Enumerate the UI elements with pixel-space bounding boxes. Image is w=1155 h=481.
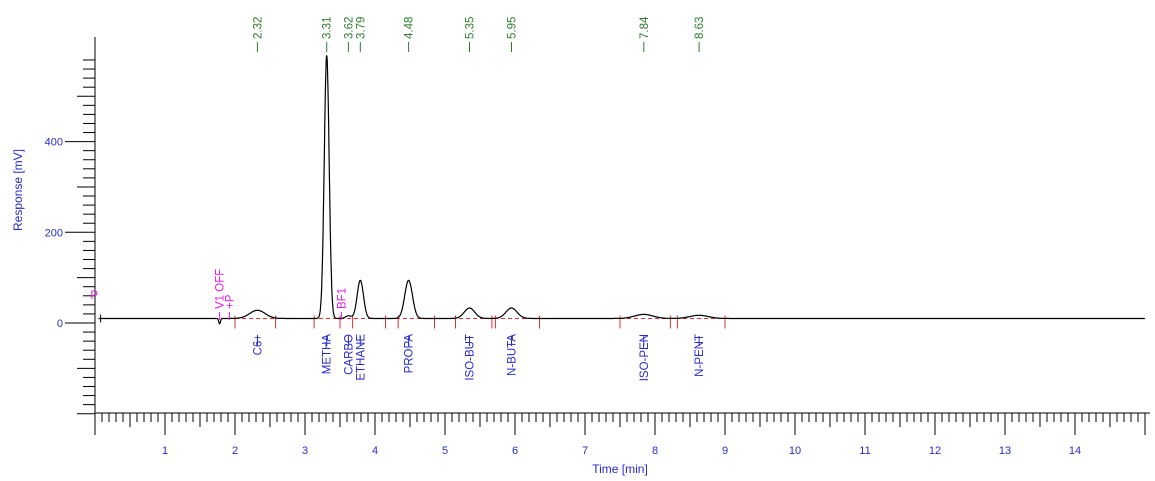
peak-name-label: CARBO [343,334,355,375]
peak-name-label: PROPA [404,334,416,374]
retention-time-label: 4.48 [404,17,416,39]
event-label: V1 OFF [215,269,227,309]
peak-name-label: C6+ [252,334,264,356]
retention-time-label: 3.31 [322,17,334,39]
integration-markers [234,315,726,329]
y-tick-label: 0 [57,318,63,330]
retention-time-label: 5.95 [507,17,519,39]
chromatogram-trace [98,55,1145,325]
x-tick-label: 10 [789,445,801,457]
x-tick-label: 3 [302,445,308,457]
x-axis-label: Time [min] [592,462,648,476]
event-label: BF1 [336,288,348,309]
label-group: 2.32 3.31 3.62 3.79 4.48 5.35 5.95 7.84 8.63 C6+ M… [90,16,706,381]
event-label: P [90,290,98,302]
event-label: +P [224,294,236,309]
x-tick-label: 14 [1069,445,1081,457]
x-tick-label: 2 [232,445,238,457]
retention-time-label: 2.32 [252,17,264,39]
x-tick-label: 11 [859,445,870,457]
x-tick-label: 5 [442,445,448,457]
retention-time-label: 3.62 [343,17,355,39]
peak-name-label: METHA [322,334,334,375]
y-axis-label: Response [mV] [11,149,25,231]
peak-name-label: ISO-PEN [639,334,651,381]
x-tick-label: 13 [999,445,1011,457]
retention-time-label: 3.79 [355,17,367,39]
peak-name-label: N-BUTA [507,334,519,376]
retention-time-label: 7.84 [639,16,651,39]
y-tick-label: 200 [45,227,63,239]
x-tick-label: 8 [652,445,658,457]
retention-time-label: 5.35 [465,17,477,39]
x-tick-label: 7 [582,445,588,457]
y-tick-label: 400 [45,137,63,149]
peak-name-label: N-PENT [694,334,706,377]
peak-name-label: ISO-BUT [465,334,477,381]
x-tick-label: 9 [722,445,728,457]
x-tick-label: 12 [929,445,941,457]
peak-name-label: ETHANE [355,334,367,381]
retention-time-label: 8.63 [694,17,706,39]
x-tick-label: 4 [372,445,378,457]
trace-group [98,55,1145,325]
x-tick-label: 6 [512,445,518,457]
x-tick-label: 1 [162,445,168,457]
